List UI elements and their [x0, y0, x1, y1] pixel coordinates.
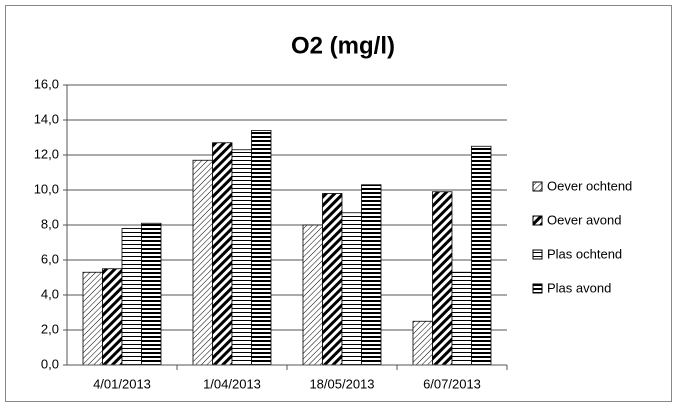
x-tick-label: 6/07/2013	[423, 376, 481, 391]
bar	[251, 130, 272, 366]
x-tick-label: 4/01/2013	[93, 376, 151, 391]
bar	[302, 224, 323, 366]
bar	[432, 191, 453, 366]
bar	[192, 159, 213, 366]
x-tick-label: 1/04/2013	[203, 376, 261, 391]
y-tick-label: 10,0	[34, 181, 59, 196]
y-tick-label: 14,0	[34, 111, 59, 126]
bar	[412, 320, 433, 366]
bar	[471, 145, 492, 366]
y-tick-label: 12,0	[34, 146, 59, 161]
legend-swatch	[532, 283, 543, 294]
legend-swatch	[532, 181, 543, 192]
bar	[361, 184, 382, 366]
legend-label: Plas ochtend	[547, 246, 622, 261]
bar	[141, 222, 162, 366]
legend-swatch	[532, 215, 543, 226]
bar	[121, 228, 142, 366]
legend-label: Oever ochtend	[547, 178, 632, 193]
y-tick-label: 16,0	[34, 76, 59, 91]
bar	[451, 271, 472, 366]
y-tick-label: 8,0	[41, 216, 59, 231]
bar	[102, 268, 123, 366]
y-tick-label: 6,0	[41, 251, 59, 266]
y-tick-label: 0,0	[41, 356, 59, 371]
legend-label: Plas avond	[547, 280, 611, 295]
chart-title: O2 (mg/l)	[291, 32, 395, 59]
x-tick-label: 18/05/2013	[309, 376, 374, 391]
legend-swatch	[532, 249, 543, 260]
bar	[341, 212, 362, 366]
bar	[322, 193, 343, 366]
bar	[82, 271, 103, 366]
bar	[212, 142, 233, 366]
y-tick-label: 2,0	[41, 321, 59, 336]
legend-label: Oever avond	[547, 212, 621, 227]
y-tick-label: 4,0	[41, 286, 59, 301]
bar	[231, 149, 252, 366]
